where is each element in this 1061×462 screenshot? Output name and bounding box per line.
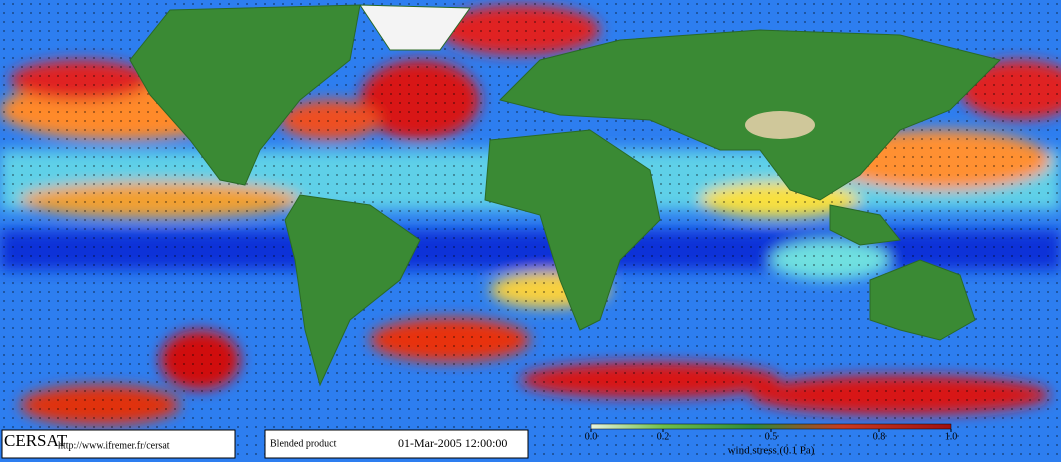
colorbar-tick-label: 0.5 [765,431,778,442]
date: 01-Mar-2005 12:00:00 [398,436,507,450]
colorbar-scale [590,423,952,430]
url: http://www.ifremer.fr/cersat [58,440,170,451]
product-box [264,429,529,459]
colorbar-label: wind stress (0.1 Pa) [728,445,815,457]
colorbar-tick-label: 0.2 [657,431,670,442]
footer: CERSAT http://www.ifremer.fr/cersat Blen… [1,429,529,459]
product: Blended product [270,438,337,449]
colorbar-tick-label: 1.0 [945,431,958,442]
colorbar-tick-label: 0.8 [873,431,886,442]
land [129,4,1001,387]
colorbar: wind stress (0.1 Pa) 0.0 0.2 0.5 0.8 1.0 [585,423,958,457]
logo: CERSAT [4,431,68,450]
credit-box [1,429,236,459]
colorbar-tick-label: 0.0 [585,431,598,442]
